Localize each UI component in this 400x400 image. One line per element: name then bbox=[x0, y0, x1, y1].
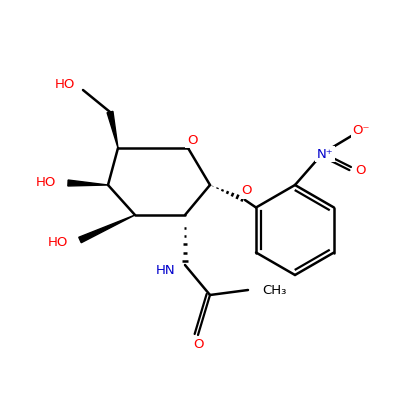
Text: O: O bbox=[193, 338, 203, 352]
Text: O: O bbox=[187, 134, 197, 146]
Polygon shape bbox=[68, 180, 108, 186]
Text: HO: HO bbox=[55, 78, 75, 92]
Text: O: O bbox=[242, 184, 252, 198]
Text: O⁻: O⁻ bbox=[352, 124, 370, 138]
Polygon shape bbox=[79, 215, 135, 243]
Text: CH₃: CH₃ bbox=[262, 284, 286, 296]
Text: N⁺: N⁺ bbox=[317, 148, 333, 160]
Text: HN: HN bbox=[155, 264, 175, 278]
Text: HO: HO bbox=[48, 236, 68, 248]
Text: O: O bbox=[356, 164, 366, 176]
Polygon shape bbox=[107, 111, 118, 148]
Text: HO: HO bbox=[36, 176, 56, 190]
